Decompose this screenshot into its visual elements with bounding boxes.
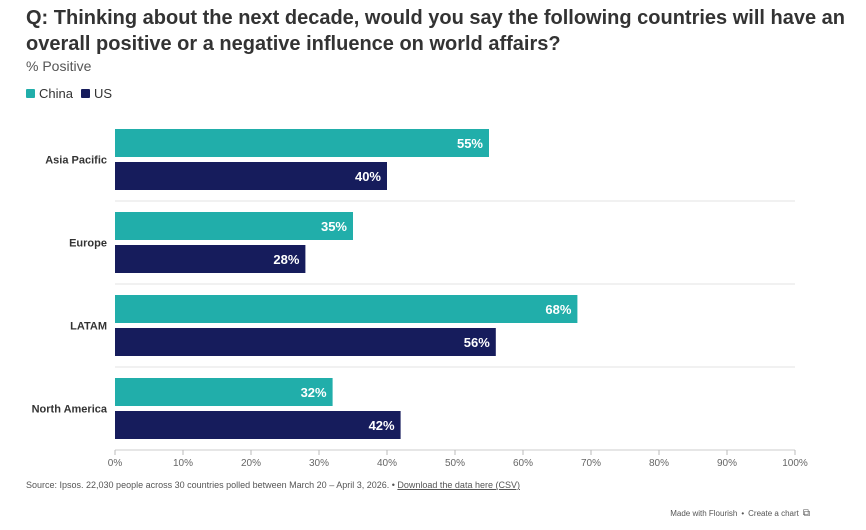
legend-item-us[interactable]: US (80, 86, 113, 101)
create-chart-link[interactable]: Create a chart (748, 509, 799, 518)
x-tick-label: 70% (581, 458, 601, 469)
source-text: Source: Ipsos. 22,030 people across 30 c… (26, 480, 398, 490)
data-label: 28% (273, 252, 299, 267)
bar-china[interactable] (115, 212, 353, 240)
x-tick-label: 80% (649, 458, 669, 469)
bar-china[interactable] (115, 295, 578, 323)
x-tick-label: 60% (513, 458, 533, 469)
category-label: North America (32, 404, 108, 416)
external-link-icon[interactable]: ⧉ (802, 508, 810, 519)
data-label: 55% (457, 136, 483, 151)
bar-china[interactable] (115, 129, 489, 157)
data-label: 56% (464, 335, 490, 350)
legend-item-china[interactable]: China (26, 86, 73, 101)
bar-us[interactable] (115, 411, 401, 439)
flourish-credit: Made with Flourish • Create a chart ⧉ (670, 508, 810, 519)
legend-swatch-china (26, 89, 35, 98)
credit-separator: • (741, 509, 745, 518)
x-tick-label: 0% (108, 458, 123, 469)
chart-title: Q: Thinking about the next decade, would… (26, 7, 845, 55)
category-label: Europe (69, 238, 107, 250)
x-tick-label: 50% (445, 458, 465, 469)
category-label: Asia Pacific (45, 155, 107, 167)
x-tick-label: 20% (241, 458, 261, 469)
download-data-link[interactable]: Download the data here (CSV) (397, 480, 520, 490)
made-with-flourish-link[interactable]: Made with Flourish (670, 509, 738, 518)
bar-us[interactable] (115, 328, 496, 356)
data-label: 68% (545, 302, 571, 317)
x-tick-label: 100% (782, 458, 808, 469)
source-note: Source: Ipsos. 22,030 people across 30 c… (26, 480, 520, 490)
legend: China US (26, 86, 112, 101)
x-tick-label: 90% (717, 458, 737, 469)
x-tick-label: 40% (377, 458, 397, 469)
data-label: 42% (369, 418, 395, 433)
legend-label-china: China (39, 86, 73, 101)
data-label: 35% (321, 219, 347, 234)
x-tick-label: 10% (173, 458, 193, 469)
bar-chart: 0% 10% 20% 30% 40% 50% 60% 70% 80% 90% 100% Asia Pa… (32, 129, 808, 469)
x-tick-label: 30% (309, 458, 329, 469)
category-label: LATAM (70, 321, 107, 333)
bar-us[interactable] (115, 245, 306, 273)
chart-subtitle: % Positive (26, 58, 92, 74)
legend-label-us: US (93, 86, 113, 101)
data-label: 40% (355, 169, 381, 184)
data-label: 32% (301, 385, 327, 400)
legend-swatch-us (80, 89, 90, 98)
bar-china[interactable] (115, 378, 333, 406)
bar-us[interactable] (115, 162, 387, 190)
